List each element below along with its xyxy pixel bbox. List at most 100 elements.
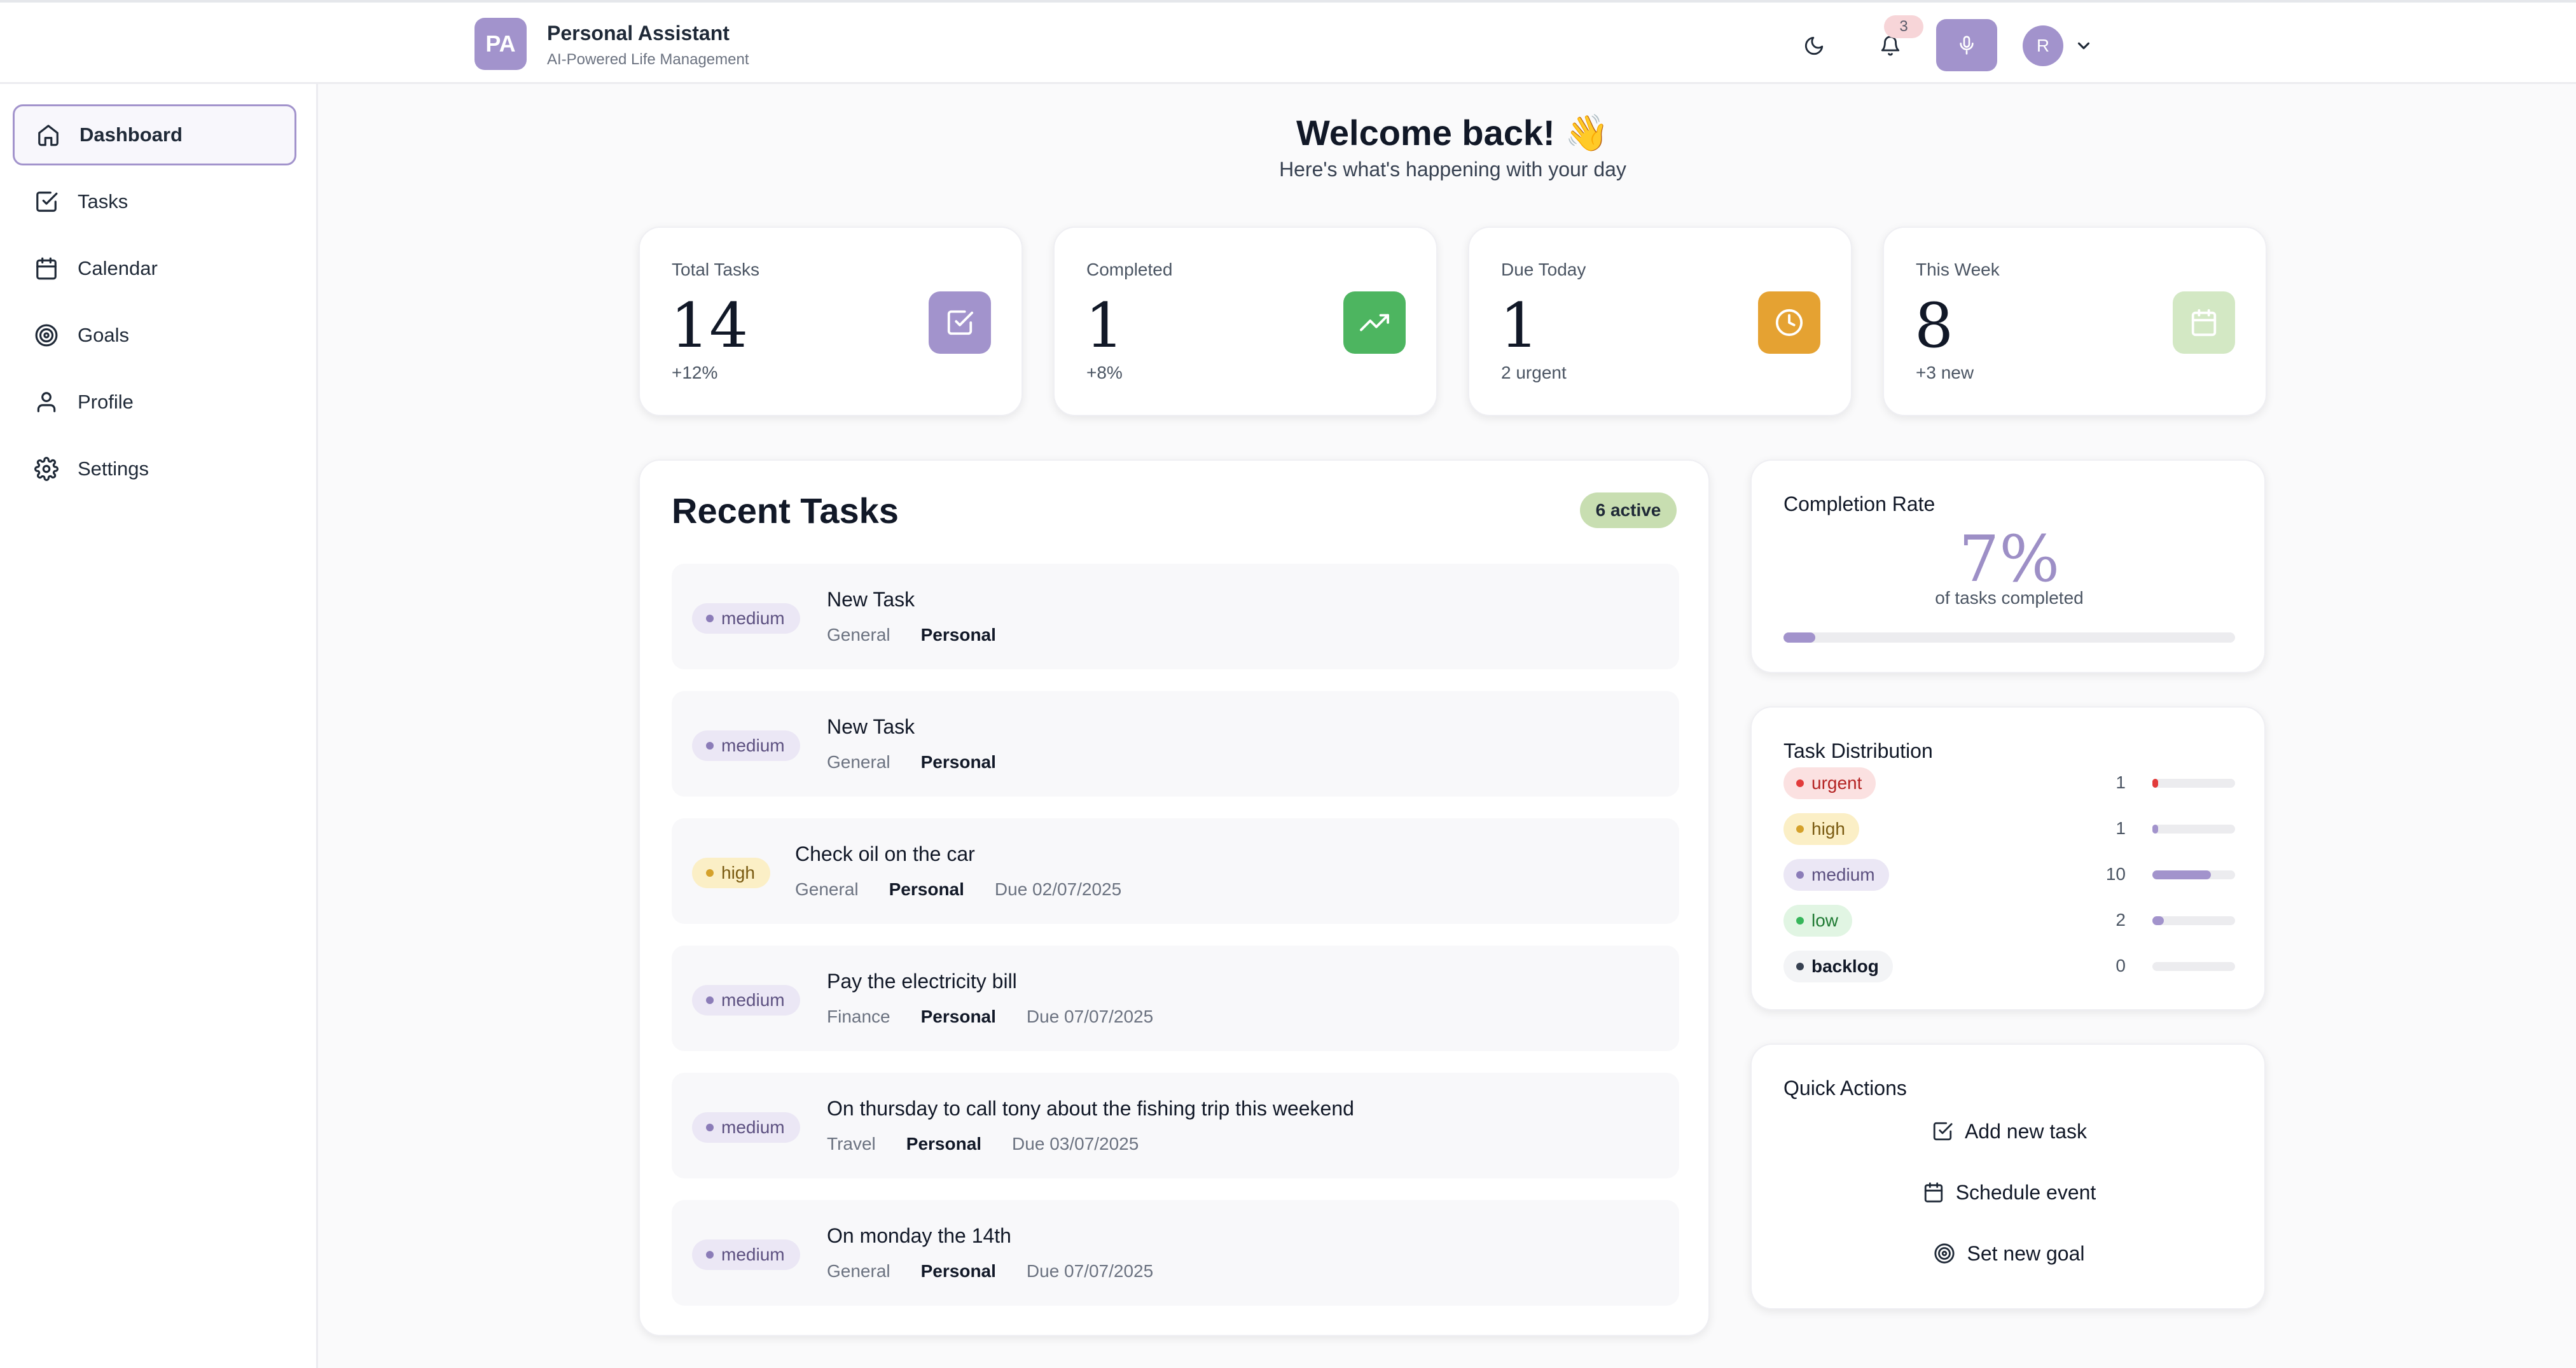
priority-label: medium (721, 990, 785, 1010)
stat-change: +12% (672, 363, 718, 382)
stat-card-completed: Completed 1 +8% (1053, 227, 1437, 416)
distribution-bar-fill (2152, 916, 2164, 925)
priority-tag: medium (1783, 859, 1889, 891)
schedule-event-button[interactable]: Schedule event (1783, 1167, 2235, 1218)
trending-up-icon (1343, 291, 1406, 354)
priority-label: medium (721, 1245, 785, 1264)
user-avatar[interactable]: R (2023, 25, 2063, 66)
distribution-bar-fill (2152, 825, 2159, 834)
sidebar-item-label: Profile (78, 391, 134, 413)
priority-badge: medium (692, 730, 800, 761)
sidebar-item-label: Dashboard (80, 123, 183, 146)
quick-action-label: Add new task (1964, 1119, 2088, 1143)
checkbox-icon (929, 291, 991, 354)
task-category: General (827, 625, 890, 645)
priority-badge: medium (692, 603, 800, 634)
task-title: On monday the 14th (827, 1224, 1011, 1247)
stat-label: Total Tasks (672, 260, 759, 279)
quick-action-label: Set new goal (1967, 1241, 2085, 1265)
completion-rate-card: Completion Rate 7% of tasks completed (1750, 459, 2266, 673)
distribution-bar (2152, 825, 2235, 834)
sidebar-item-goals[interactable]: Goals (13, 305, 296, 366)
task-row[interactable]: medium Pay the electricity bill Finance … (672, 946, 1679, 1051)
set-new-goal-button[interactable]: Set new goal (1783, 1228, 2235, 1279)
distribution-bar-fill (2152, 870, 2212, 879)
app-title: Personal Assistant (547, 22, 730, 45)
quick-action-label: Schedule event (1955, 1180, 2096, 1204)
priority-label: medium (721, 736, 785, 755)
distribution-bar (2152, 962, 2235, 971)
distribution-row-low: low 2 (1783, 905, 2235, 937)
sidebar: Dashboard Tasks Calendar Goals Profile S… (0, 84, 318, 1368)
distribution-row-backlog: backlog 0 (1783, 951, 2235, 982)
task-row[interactable]: medium On monday the 14th General Person… (672, 1200, 1679, 1306)
task-category: Travel (827, 1134, 876, 1154)
priority-tag-label: medium (1811, 865, 1875, 884)
dot-icon (1796, 825, 1804, 833)
task-due-date: Due 03/07/2025 (1012, 1134, 1139, 1154)
sidebar-item-tasks[interactable]: Tasks (13, 171, 296, 232)
task-owner: Personal (920, 625, 996, 645)
recent-tasks-card: Recent Tasks 6 active medium New Task Ge… (639, 459, 1710, 1336)
priority-badge: medium (692, 1112, 800, 1143)
app-logo[interactable]: PA (474, 18, 527, 70)
task-meta: General Personal (827, 752, 1027, 772)
priority-tag: low (1783, 905, 1853, 937)
priority-tag: urgent (1783, 767, 1876, 799)
task-row[interactable]: medium New Task General Personal (672, 564, 1679, 669)
add-new-task-button[interactable]: Add new task (1783, 1106, 2235, 1157)
distribution-bar (2152, 916, 2235, 925)
page-subtitle: Here's what's happening with your day (1279, 158, 1626, 181)
distribution-bar (2152, 779, 2235, 788)
sidebar-item-calendar[interactable]: Calendar (13, 238, 296, 299)
gear-icon (34, 457, 59, 481)
microphone-icon (1960, 36, 1974, 55)
priority-tag-label: low (1811, 911, 1839, 930)
sidebar-item-label: Calendar (78, 257, 158, 279)
sidebar-item-dashboard[interactable]: Dashboard (13, 104, 296, 165)
stat-value: 1 (1085, 290, 1125, 361)
priority-count: 1 (2116, 772, 2126, 792)
stat-value: 1 (1500, 290, 1539, 361)
quick-actions-card: Quick Actions Add new task Schedule even… (1750, 1043, 2266, 1309)
task-meta: General Personal Due 02/07/2025 (795, 879, 1152, 900)
stat-label: This Week (1916, 260, 2000, 279)
sidebar-item-label: Settings (78, 457, 149, 480)
user-icon (34, 390, 59, 414)
priority-label: medium (721, 1117, 785, 1137)
task-row[interactable]: medium New Task General Personal (672, 691, 1679, 797)
task-row[interactable]: medium On thursday to call tony about th… (672, 1073, 1679, 1178)
task-row[interactable]: high Check oil on the car General Person… (672, 818, 1679, 924)
task-category: General (827, 1261, 890, 1281)
task-owner: Personal (920, 1007, 996, 1026)
theme-toggle-button[interactable] (1794, 25, 1834, 66)
voice-assistant-button[interactable] (1936, 19, 1997, 71)
account-menu-toggle[interactable] (2068, 31, 2099, 61)
priority-count: 0 (2116, 956, 2126, 975)
dot-icon (1796, 871, 1804, 879)
priority-badge: medium (692, 985, 800, 1016)
dot-icon (706, 615, 714, 622)
sidebar-item-settings[interactable]: Settings (13, 438, 296, 499)
priority-count: 2 (2116, 910, 2126, 930)
completion-progress-fill (1783, 632, 1815, 643)
top-bar: PA Personal Assistant AI-Powered Life Ma… (0, 0, 2576, 84)
checkbox-icon (34, 190, 59, 214)
completion-progress-bar (1783, 632, 2235, 643)
priority-tag: high (1783, 813, 1859, 845)
active-count-badge: 6 active (1580, 492, 1677, 528)
task-meta: General Personal (827, 625, 1027, 645)
priority-badge: high (692, 858, 770, 888)
completion-rate-title: Completion Rate (1783, 492, 1935, 515)
distribution-bar-fill (2152, 779, 2159, 788)
task-owner: Personal (920, 752, 996, 772)
stat-value: 14 (670, 290, 749, 361)
priority-badge: medium (692, 1239, 800, 1270)
task-due-date: Due 07/07/2025 (1026, 1007, 1154, 1026)
chevron-down-icon (2077, 42, 2090, 50)
dot-icon (706, 742, 714, 750)
task-due-date: Due 07/07/2025 (1026, 1261, 1154, 1281)
sidebar-item-profile[interactable]: Profile (13, 372, 296, 433)
priority-tag-label: backlog (1811, 956, 1879, 976)
stat-card-this-week: This Week 8 +3 new (1883, 227, 2267, 416)
